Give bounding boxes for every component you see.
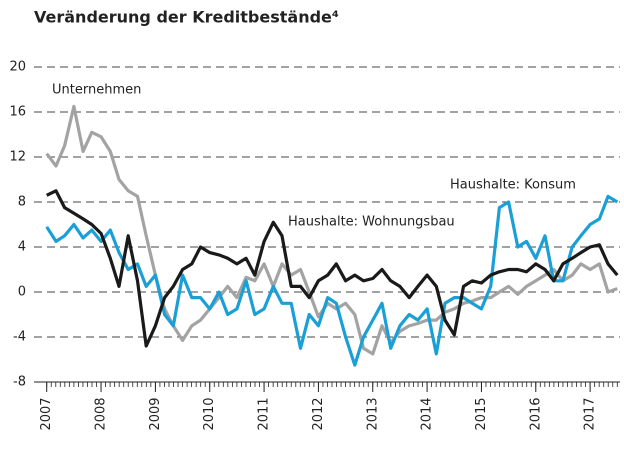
y-tick-label: 4 [18, 240, 26, 255]
series-line [45, 194, 619, 367]
series-line [45, 104, 618, 356]
x-tick-label: 2012 [311, 397, 326, 430]
series-label: Haushalte: Konsum [450, 178, 576, 193]
x-tick-label: 2015 [474, 397, 489, 430]
series-label: Haushalte: Wohnungsbau [288, 215, 455, 230]
y-tick-label: 16 [9, 105, 26, 120]
x-tick-label: 2016 [528, 397, 543, 430]
y-tick-label: 20 [9, 60, 26, 75]
x-tick-label: 2007 [39, 397, 54, 430]
x-tick-label: 2013 [365, 397, 380, 430]
y-tick-label: -4 [13, 330, 26, 345]
y-tick-label: 0 [18, 285, 26, 300]
x-tick-label: 2011 [257, 397, 272, 430]
x-tick-label: 2009 [148, 397, 163, 430]
x-tick-label: 2008 [94, 397, 109, 430]
x-tick-label: 2010 [202, 397, 217, 430]
y-tick-label: -8 [13, 375, 26, 390]
y-tick-label: 8 [18, 195, 26, 210]
x-tick-label: 2014 [420, 397, 435, 430]
series-label: Unternehmen [52, 83, 141, 98]
x-tick-label: 2017 [583, 397, 598, 430]
chart-title: Veränderung der Kreditbestände⁴ [34, 8, 339, 27]
series-line [46, 189, 619, 348]
y-tick-label: 12 [9, 150, 26, 165]
